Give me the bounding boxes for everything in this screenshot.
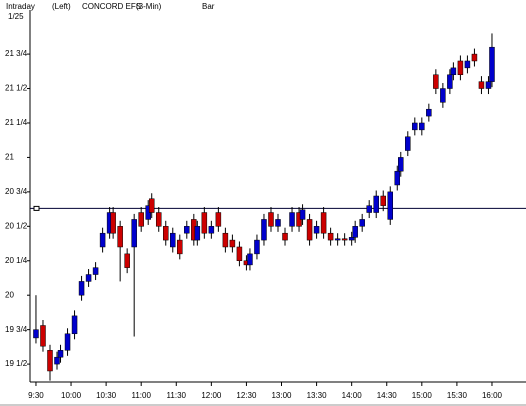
candle-body — [478, 81, 485, 89]
candle-body — [412, 122, 418, 131]
candle-body — [124, 253, 130, 268]
candle-body — [64, 333, 71, 351]
header-type: Intraday — [6, 2, 35, 11]
candle-body — [457, 60, 464, 76]
x-tick-label: 9:30 — [28, 391, 44, 400]
y-tick-label: 21 1/2 — [5, 84, 28, 93]
y-tick-label: 19 1/2 — [5, 359, 28, 368]
candle-body — [433, 74, 439, 89]
x-tick-label: 10:00 — [61, 391, 82, 400]
candle-body — [275, 219, 281, 227]
date-label: 1/25 — [8, 12, 24, 21]
candle-body — [57, 350, 64, 358]
x-tick-label: 14:30 — [377, 391, 398, 400]
candle-body — [334, 238, 341, 241]
candle-body — [222, 232, 229, 248]
y-tick-label: 20 1/4 — [5, 256, 28, 265]
candle-body — [177, 239, 183, 255]
candle-body — [471, 53, 478, 62]
candle-body — [148, 198, 155, 213]
candle-body — [341, 238, 348, 241]
candle-body — [426, 108, 432, 117]
y-tick-label: 20 — [5, 290, 14, 299]
y-tick-label: 21 1/4 — [5, 118, 28, 127]
candle-body — [229, 239, 236, 248]
x-tick-label: 12:30 — [236, 391, 257, 400]
candle-body — [71, 315, 78, 335]
candle-body — [394, 170, 401, 186]
candle-body — [194, 226, 201, 241]
candle-body — [373, 195, 379, 213]
candle-body — [299, 209, 306, 220]
candle-body — [380, 195, 386, 206]
candle-body — [359, 219, 365, 227]
x-tick-label: 12:00 — [201, 391, 222, 400]
candle-body — [99, 232, 106, 248]
candle-body — [170, 232, 176, 248]
candle-body — [261, 219, 267, 241]
candle-body — [47, 350, 53, 372]
candle-body — [320, 212, 327, 234]
candle-body — [254, 239, 260, 255]
candle-body — [398, 157, 404, 172]
y-tick-label: 20 3/4 — [5, 187, 28, 196]
candle-body — [268, 212, 274, 227]
candle-body — [419, 122, 425, 131]
candle-body — [447, 74, 453, 89]
header-style: Bar — [202, 2, 215, 11]
reference-marker — [33, 205, 40, 211]
candle-body — [464, 60, 471, 69]
y-tick-label: 19 3/4 — [5, 325, 28, 334]
x-tick-label: 13:00 — [271, 391, 292, 400]
candle-body — [450, 67, 457, 76]
candle-body — [289, 212, 295, 227]
header-symbol: CONCORD EFS — [82, 2, 141, 11]
candle-body — [313, 226, 320, 234]
candle-body — [117, 226, 123, 248]
candle-body — [440, 88, 446, 103]
candle-body — [405, 136, 411, 151]
candle-body — [54, 356, 60, 365]
y-tick-label: 21 — [5, 153, 14, 162]
candle-body — [155, 212, 162, 227]
candle-body — [215, 212, 222, 227]
header-side: (Left) — [52, 2, 71, 11]
candle-body — [163, 226, 169, 241]
candle-body — [131, 219, 137, 248]
x-tick-label: 11:00 — [131, 391, 151, 400]
candle-body — [201, 212, 208, 234]
y-tick-label: 21 3/4 — [5, 49, 28, 58]
candle-body — [110, 212, 116, 234]
candle-body — [348, 237, 355, 241]
candle-body — [352, 226, 358, 238]
candle-body — [489, 46, 495, 82]
candle-body — [282, 232, 288, 241]
y-tick-label: 20 1/2 — [5, 221, 28, 230]
candle-body — [85, 274, 92, 282]
x-tick-label: 14:00 — [342, 391, 363, 400]
candle-body — [78, 281, 85, 296]
candle-body — [92, 267, 99, 275]
candle-body — [306, 219, 313, 241]
candle-body — [184, 226, 190, 234]
candle-body — [40, 325, 46, 347]
candle-body — [208, 226, 215, 234]
x-tick-label: 15:00 — [412, 391, 433, 400]
candle-body — [485, 81, 492, 89]
candle-body — [33, 329, 39, 339]
candle-body — [236, 246, 243, 262]
candle-body — [247, 253, 253, 266]
x-tick-label: 16:00 — [482, 391, 503, 400]
x-tick-label: 10:30 — [96, 391, 117, 400]
x-tick-label: 11:30 — [167, 391, 187, 400]
x-tick-label: 13:30 — [307, 391, 328, 400]
candle-body — [366, 205, 372, 213]
candle-body — [138, 212, 144, 227]
x-tick-label: 15:30 — [447, 391, 468, 400]
candle-body — [327, 232, 334, 241]
header-interval: (3-Min) — [136, 2, 162, 11]
candle-body — [387, 191, 393, 220]
